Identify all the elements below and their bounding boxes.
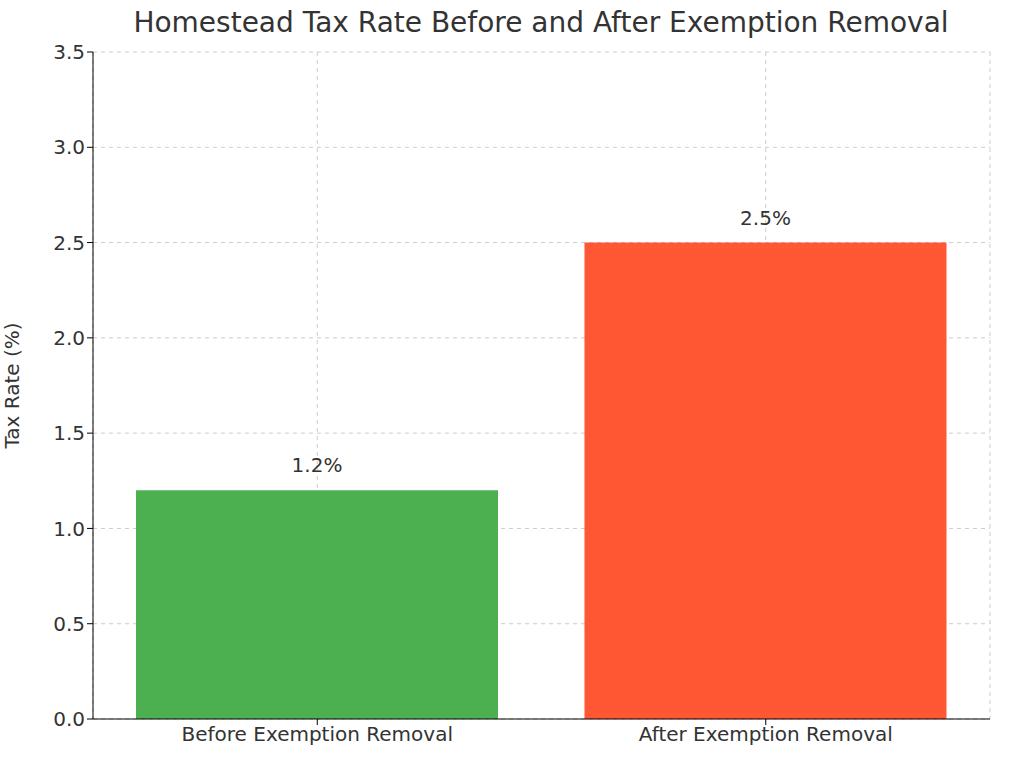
svg-text:0.5: 0.5: [53, 612, 85, 636]
svg-text:1.0: 1.0: [53, 517, 85, 541]
svg-text:2.5%: 2.5%: [740, 206, 791, 230]
svg-text:Before Exemption Removal: Before Exemption Removal: [182, 722, 453, 746]
svg-text:After Exemption Removal: After Exemption Removal: [639, 722, 893, 746]
svg-text:Tax Rate (%): Tax Rate (%): [8, 322, 24, 449]
svg-text:2.0: 2.0: [53, 326, 85, 350]
svg-text:2.5: 2.5: [53, 231, 85, 255]
svg-text:3.5: 3.5: [53, 40, 85, 64]
svg-text:3.0: 3.0: [53, 135, 85, 159]
svg-text:1.2%: 1.2%: [292, 453, 343, 477]
svg-text:0.0: 0.0: [53, 707, 85, 731]
svg-text:1.5: 1.5: [53, 421, 85, 445]
html-text:Homestead Tax Rate Before and: Homestead Tax Rate Before and After Exem…: [133, 6, 949, 39]
